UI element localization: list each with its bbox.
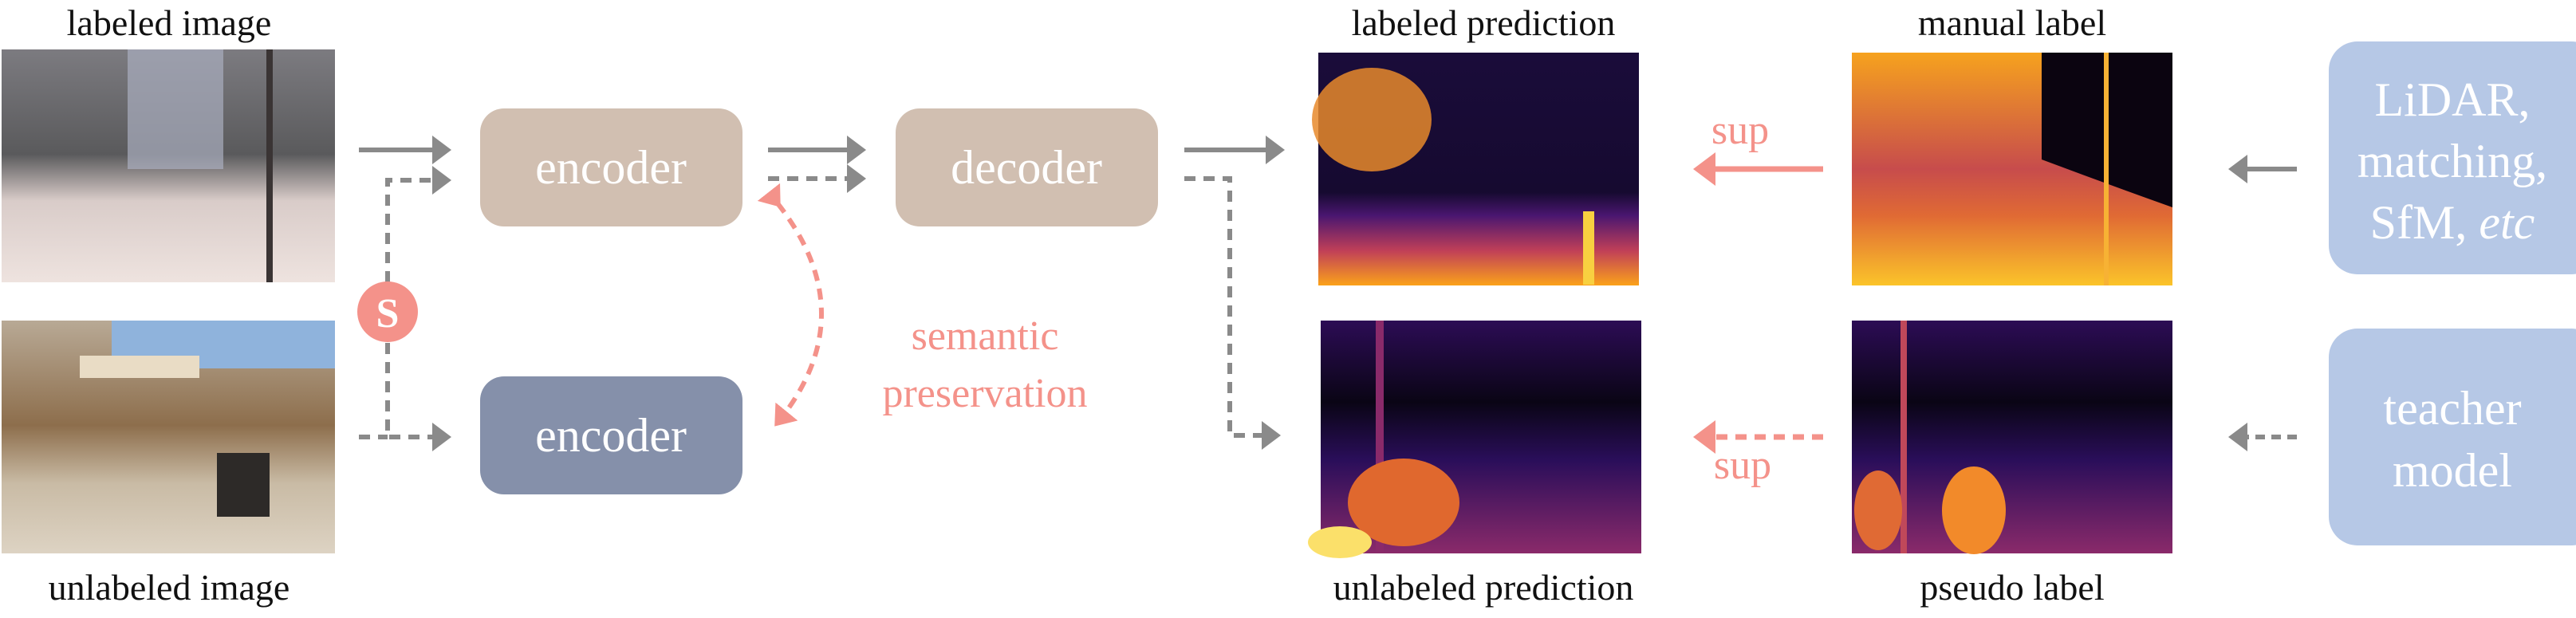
- strong-augmentation-label: S: [376, 291, 400, 337]
- teacher-line1: teacher: [2383, 382, 2521, 435]
- semantic-preservation-line2: preservation: [882, 371, 1087, 416]
- frozen-encoder-label: encoder: [535, 409, 687, 462]
- caption-pseudo-label: pseudo label: [1920, 567, 2104, 608]
- unlabeled-image: [2, 321, 335, 553]
- frozen-encoder-block: [480, 376, 742, 494]
- caption-labeled-prediction: labeled prediction: [1352, 2, 1616, 43]
- sources-line3-a: SfM,: [2370, 196, 2479, 249]
- labeled-prediction-map: [1312, 53, 1639, 285]
- caption-manual-label: manual label: [1918, 2, 2106, 43]
- strong-augmentation-node: [357, 281, 418, 342]
- label-sources-box: [2329, 41, 2576, 274]
- pseudo-label-map: [1852, 321, 2172, 554]
- teacher-model-box: [2329, 329, 2576, 545]
- semantic-preservation-arrow: [757, 183, 824, 427]
- sources-line2: matching,: [2357, 135, 2547, 187]
- teacher-line2: model: [2393, 444, 2512, 497]
- strong-aug-to-frozen-encoder-arrow: [385, 343, 451, 451]
- sup-label-bottom: sup: [1714, 443, 1771, 488]
- labeled-image: [2, 49, 335, 282]
- unlabeled-prediction-map: [1308, 321, 1641, 558]
- decoder-to-unlabeled-prediction-arrow: [1184, 176, 1281, 450]
- semantic-preservation-line1: semantic: [912, 313, 1059, 359]
- sources-line1: LiDAR,: [2375, 73, 2531, 126]
- encoder-label: encoder: [535, 141, 687, 194]
- strong-aug-to-encoder-arrow: [385, 166, 451, 282]
- decoder-block: [896, 108, 1158, 226]
- decoder-label: decoder: [951, 141, 1102, 194]
- caption-unlabeled-image: unlabeled image: [49, 567, 290, 608]
- sup-label-top: sup: [1711, 108, 1769, 153]
- encoder-block: [480, 108, 742, 226]
- caption-labeled-image: labeled image: [67, 2, 272, 43]
- sources-line3: SfM, etc: [2370, 196, 2535, 249]
- manual-label-map: [1852, 53, 2172, 285]
- sources-line3-b: etc: [2479, 196, 2535, 249]
- caption-unlabeled-prediction: unlabeled prediction: [1333, 567, 1634, 608]
